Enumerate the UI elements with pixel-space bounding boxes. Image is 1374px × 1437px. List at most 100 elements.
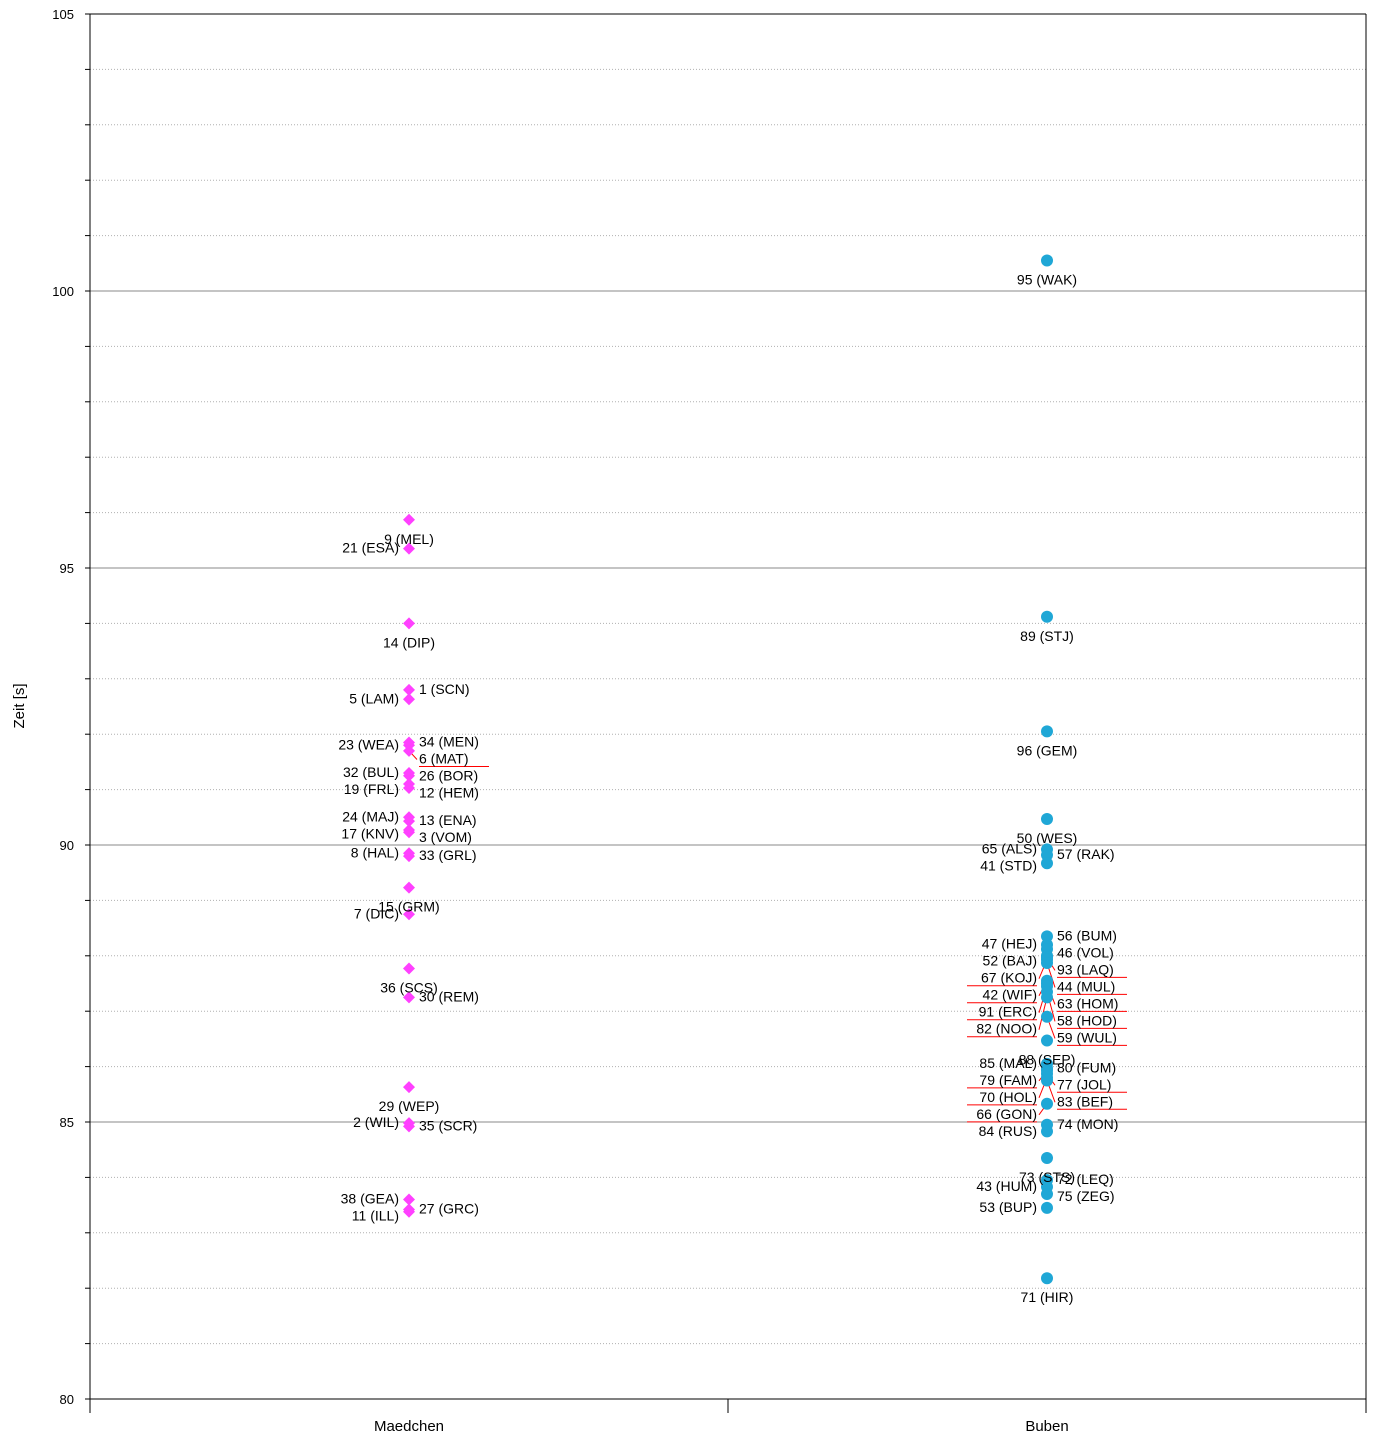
data-point-diamond (403, 617, 415, 630)
data-point-label: 80 (FUM) (1057, 1059, 1116, 1075)
data-point-diamond (403, 850, 415, 863)
data-point-label: 7 (DIC) (354, 905, 399, 921)
data-point-label: 72 (LEQ) (1057, 1171, 1114, 1187)
data-point-label: 29 (WEP) (379, 1098, 440, 1114)
data-point-circle (1041, 610, 1053, 623)
x-axis-categories: Maedchen Buben (374, 1418, 1069, 1435)
y-axis-title: Zeit [s] (11, 683, 28, 728)
y-axis-ticks: 80 85 90 95 100 105 (52, 7, 90, 1407)
data-point-label: 12 (HEM) (419, 785, 479, 801)
data-point-circle (1041, 1097, 1053, 1110)
data-point-label: 43 (HUM) (976, 1178, 1037, 1194)
data-point-label: 23 (WEA) (338, 736, 399, 752)
data-point-diamond (403, 542, 415, 555)
data-point-label: 5 (LAM) (349, 690, 399, 706)
data-point-label: 63 (HOM) (1057, 995, 1118, 1011)
data-point-label: 47 (HEJ) (982, 936, 1037, 952)
data-point-label: 57 (RAK) (1057, 846, 1115, 862)
data-point-diamond (403, 908, 415, 921)
data-point-label: 34 (MEN) (419, 734, 479, 750)
y-tick-label: 105 (52, 7, 74, 22)
data-point-label: 75 (ZEG) (1057, 1188, 1115, 1204)
data-point-label: 19 (FRL) (344, 781, 399, 797)
data-point-label: 58 (HOD) (1057, 1012, 1117, 1028)
data-point-diamond (403, 826, 415, 839)
data-point-label: 8 (HAL) (351, 844, 399, 860)
data-point-label: 85 (MAL) (979, 1055, 1037, 1071)
data-point-circle (1041, 1201, 1053, 1214)
y-tick-label: 85 (60, 1115, 74, 1130)
y-tick-label: 100 (52, 284, 74, 299)
data-point-diamond (403, 1193, 415, 1206)
axes (89, 13, 1367, 1413)
data-point-diamond (403, 513, 415, 526)
data-point-label: 11 (ILL) (352, 1208, 399, 1224)
data-point-label: 84 (RUS) (979, 1123, 1037, 1139)
data-point-label: 77 (JOL) (1057, 1076, 1111, 1092)
data-point-circle (1041, 1034, 1053, 1047)
data-point-label: 26 (BOR) (419, 768, 478, 784)
data-point-label: 24 (MAJ) (342, 808, 399, 824)
data-point-label: 66 (GON) (976, 1106, 1037, 1122)
data-point-circle (1041, 1272, 1053, 1285)
data-point-label: 67 (KOJ) (981, 970, 1037, 986)
data-point-label: 52 (BAJ) (983, 953, 1037, 969)
y-tick-label: 80 (60, 1392, 74, 1407)
data-point-label: 91 (ERC) (979, 1004, 1037, 1020)
data-point-label: 27 (GRC) (419, 1201, 479, 1217)
data-point-diamond (403, 881, 415, 894)
data-point-label: 88 (SEP) (1019, 1052, 1076, 1068)
data-point-diamond (403, 991, 415, 1004)
data-point-label: 42 (WIF) (983, 987, 1037, 1003)
data-point-label: 53 (BUP) (979, 1199, 1037, 1215)
data-point-diamond (403, 815, 415, 828)
grid-lines (90, 13, 1366, 1345)
data-point-label: 46 (VOL) (1057, 944, 1114, 960)
data-point-label: 36 (SCS) (380, 980, 438, 996)
data-point-label: 95 (WAK) (1017, 272, 1077, 288)
data-point-circle (1041, 1074, 1053, 1087)
data-point-circle (1041, 930, 1053, 943)
data-point-label: 33 (GRL) (419, 847, 477, 863)
data-point-label: 15 (GRM) (378, 899, 439, 915)
data-point-diamond (403, 683, 415, 696)
data-point-diamond (403, 781, 415, 794)
data-point-diamond (403, 744, 415, 757)
data-point-label: 83 (BEF) (1057, 1093, 1113, 1109)
x-category-label: Maedchen (374, 1418, 444, 1435)
data-point-circle (1041, 812, 1053, 825)
data-point-label: 13 (ENA) (419, 812, 477, 828)
data-point-label: 44 (MUL) (1057, 978, 1115, 994)
data-point-diamond (403, 962, 415, 975)
data-point-diamond (403, 693, 415, 706)
data-point-label: 1 (SCN) (419, 681, 470, 697)
data-point-diamond (403, 1205, 415, 1218)
data-point-circle (1041, 1125, 1053, 1138)
data-point-label: 70 (HOL) (979, 1089, 1037, 1105)
y-tick-label: 95 (60, 561, 74, 576)
data-point-label: 3 (VOM) (419, 829, 472, 845)
data-point-label: 17 (KNV) (341, 825, 399, 841)
data-point-label: 32 (BUL) (343, 764, 399, 780)
data-point-label: 89 (STJ) (1020, 628, 1074, 644)
data-point-circle (1041, 957, 1053, 970)
data-point-circle (1041, 1010, 1053, 1023)
data-point-label: 71 (HIR) (1021, 1289, 1074, 1305)
data-point-diamond (403, 1081, 415, 1094)
data-point-label: 74 (MON) (1057, 1116, 1118, 1132)
data-point-label: 30 (REM) (419, 988, 479, 1004)
data-point-label: 82 (NOO) (976, 1021, 1037, 1037)
data-point-label: 73 (STS) (1019, 1169, 1075, 1185)
data-point-label: 79 (FAM) (979, 1072, 1037, 1088)
data-point-label: 41 (STD) (980, 857, 1037, 873)
data-point-circle (1041, 725, 1053, 738)
data-point-label: 6 (MAT) (419, 751, 469, 767)
data-point-label: 21 (ESA) (342, 540, 399, 556)
data-point-label: 50 (WES) (1017, 830, 1078, 846)
data-point-label: 93 (LAQ) (1057, 961, 1114, 977)
data-point-label: 59 (WUL) (1057, 1029, 1117, 1045)
data-point-circle (1041, 848, 1053, 861)
data-point-label: 56 (BUM) (1057, 927, 1117, 943)
data-point-label: 35 (SCR) (419, 1117, 477, 1133)
